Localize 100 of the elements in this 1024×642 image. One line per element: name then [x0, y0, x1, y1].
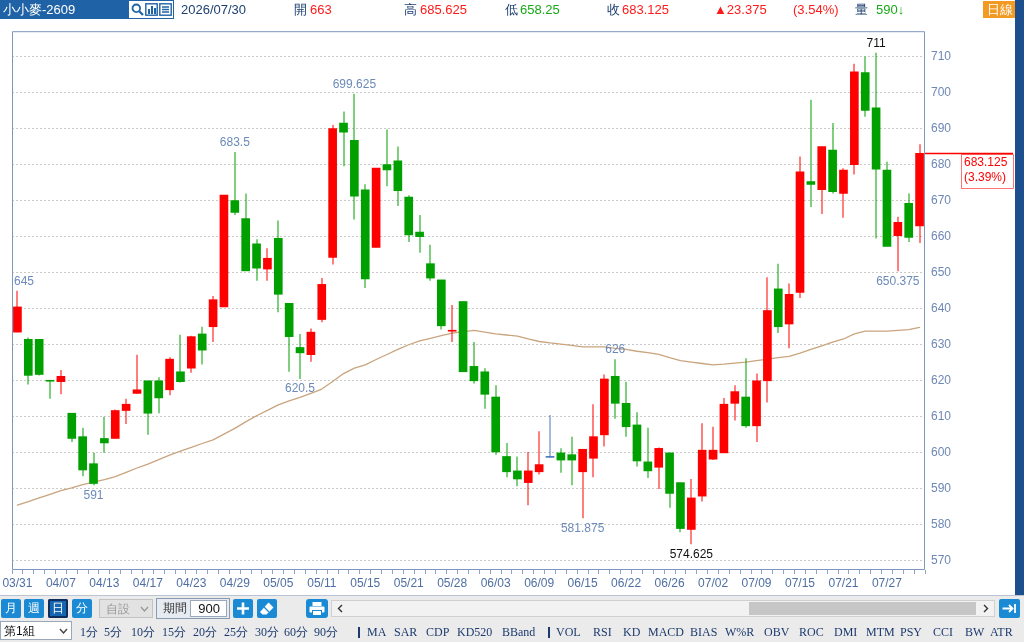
x-tick-label: 05/11 [307, 575, 337, 590]
candlestick [45, 379, 55, 399]
text: (3.54%) [793, 1, 839, 19]
y-tick-label: 700 [931, 84, 952, 99]
x-tick-label: 04/13 [89, 575, 120, 590]
text: DMI [834, 624, 858, 640]
text: OBV [764, 624, 790, 640]
text: KD520 [457, 624, 493, 640]
x-tick-label: 04/17 [132, 575, 164, 590]
text-field: 900 [190, 600, 227, 617]
text: MTM [866, 624, 895, 640]
text: 683.125 [622, 1, 669, 19]
text: 20分 [193, 624, 217, 640]
y-tick-label: 670 [931, 192, 952, 207]
x-tick-label: 04/23 [176, 575, 207, 590]
text: CCI [933, 624, 954, 640]
annotation: 581.875 [560, 520, 605, 535]
dropdown: 第1組 [0, 621, 72, 640]
text: W%R [725, 624, 755, 640]
y-tick-label: 710 [931, 48, 952, 63]
text: MA [367, 624, 387, 640]
x-tick-label: 04/29 [219, 575, 251, 590]
candlestick [806, 99, 816, 207]
text: ▲23.375 [714, 1, 767, 19]
x-tick-label: 03/31 [2, 575, 33, 590]
dropdown: 自設 [99, 599, 153, 618]
text: KD [623, 624, 641, 640]
x-tick-label: 05/15 [350, 575, 381, 590]
button: 月 [1, 599, 21, 618]
text: 685.625 [420, 1, 467, 19]
text: PSY [900, 624, 923, 640]
candlestick [545, 415, 555, 458]
text: 60分 [284, 624, 308, 640]
x-tick-label: 07/15 [784, 575, 816, 590]
text: 663 [310, 1, 332, 19]
text: VOL [556, 624, 581, 640]
text: RSI [593, 624, 612, 640]
text: ROC [799, 624, 824, 640]
annotation: 591 [83, 487, 104, 502]
annotation: 645 [14, 274, 35, 288]
text: 10分 [131, 624, 155, 640]
text: 開 [294, 1, 307, 19]
x-tick-label: 06/03 [480, 575, 512, 590]
text: 25分 [224, 624, 248, 640]
x-tick-label: 07/09 [741, 575, 772, 590]
text: 15分 [162, 624, 186, 640]
button: 週 [24, 599, 44, 618]
x-tick-label: 04/07 [45, 575, 77, 590]
chart-title: 小小麥-2609 [3, 1, 76, 19]
button: 分 [72, 599, 92, 618]
text: 收 [607, 1, 620, 19]
y-tick-label: 600 [931, 445, 952, 460]
x-tick-label: 06/22 [611, 575, 642, 590]
candlestick [447, 305, 457, 343]
text: 1分 [80, 624, 98, 640]
text: CDP [426, 624, 450, 640]
chart-subtitle: 2026/07/30 [181, 1, 247, 19]
y-tick-label: 620 [931, 373, 952, 388]
text: BW [965, 624, 985, 640]
ref-line-label: 683.125 (3.39%) [964, 155, 1008, 185]
text: 658.25 [520, 1, 560, 19]
text: SAR [394, 624, 418, 640]
y-tick-label: 680 [931, 156, 952, 171]
y-tick-label: 610 [931, 409, 952, 424]
x-tick-label: 05/21 [393, 575, 425, 590]
y-tick-label: 650 [931, 264, 952, 279]
annotation: 574.625 [669, 546, 714, 561]
annotation: 620.5 [285, 381, 316, 396]
annotation: 683.5 [219, 135, 251, 150]
x-tick-label: 07/02 [698, 575, 729, 590]
text: 5分 [104, 624, 122, 640]
x-tick-label: 05/05 [263, 575, 294, 590]
y-tick-label: 580 [931, 517, 952, 532]
y-tick-label: 570 [931, 553, 952, 568]
text: ATR [990, 624, 1013, 640]
y-tick-label: 590 [931, 481, 952, 496]
text: 期間 [163, 601, 187, 616]
y-tick-label: 640 [931, 301, 952, 316]
annotation: 711 [866, 36, 886, 51]
y-tick-label: 660 [931, 228, 952, 243]
x-tick-label: 07/21 [828, 575, 859, 590]
x-tick-label: 06/15 [567, 575, 598, 590]
text: 590↓ [876, 1, 905, 19]
x-tick-label: 07/27 [871, 575, 903, 590]
text: MACD [648, 624, 685, 640]
text: 量 [855, 1, 868, 19]
text: 90分 [314, 624, 338, 640]
y-tick-label: 690 [931, 120, 952, 135]
annotation: 650.375 [876, 273, 920, 288]
text: 低 [505, 1, 518, 19]
text: 30分 [255, 624, 279, 640]
text: 高 [404, 1, 417, 19]
text: BBand [502, 624, 536, 640]
x-tick-label: 06/26 [654, 575, 685, 590]
text: 日線 [983, 1, 1017, 18]
text: BIAS [690, 624, 718, 640]
x-tick-label: 06/09 [524, 575, 555, 590]
x-tick-label: 05/28 [437, 575, 468, 590]
annotation: 699.625 [332, 77, 377, 92]
button: 日 [48, 599, 68, 618]
